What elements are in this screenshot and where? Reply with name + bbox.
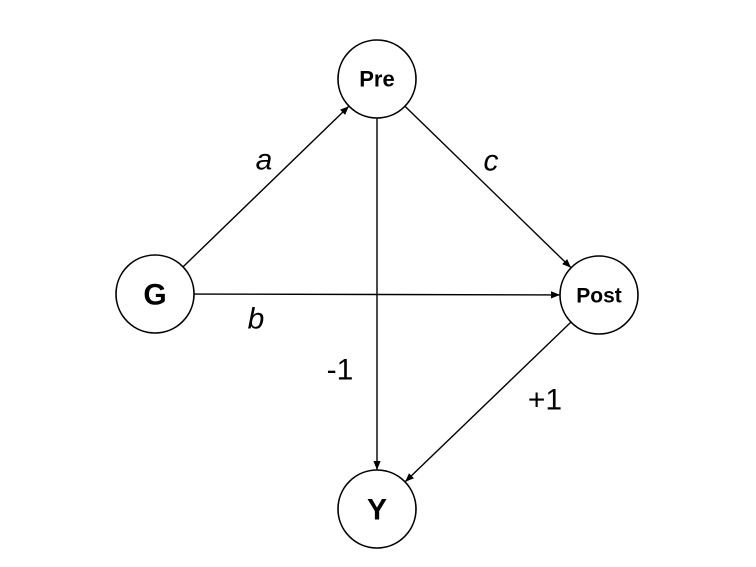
edge-label-b: b bbox=[248, 303, 265, 336]
edge-g-to-pre bbox=[182, 105, 350, 268]
nodes-group: G Pre Post Y bbox=[115, 39, 639, 549]
node-pre-circle bbox=[337, 39, 417, 119]
node-post-label: Post bbox=[576, 285, 622, 308]
edges-group bbox=[182, 105, 572, 483]
edge-pre-to-post bbox=[404, 105, 572, 269]
node-y[interactable]: Y bbox=[337, 469, 417, 549]
edge-label-plus-1: +1 bbox=[528, 384, 562, 417]
edge-label-a: a bbox=[256, 144, 273, 177]
edge-labels-group: a b c -1 +1 bbox=[248, 144, 562, 417]
node-g-label: G bbox=[143, 279, 166, 312]
node-y-circle bbox=[337, 469, 417, 549]
edge-label-minus-1: -1 bbox=[327, 354, 354, 387]
node-pre[interactable]: Pre bbox=[337, 39, 417, 119]
node-y-label: Y bbox=[367, 494, 387, 527]
edge-post-to-y bbox=[404, 321, 572, 483]
node-post-circle bbox=[559, 255, 639, 335]
node-g[interactable]: G bbox=[115, 254, 195, 334]
node-post[interactable]: Post bbox=[559, 255, 639, 335]
node-pre-label: Pre bbox=[359, 67, 394, 92]
node-g-circle bbox=[115, 254, 195, 334]
edge-label-c: c bbox=[484, 145, 499, 178]
